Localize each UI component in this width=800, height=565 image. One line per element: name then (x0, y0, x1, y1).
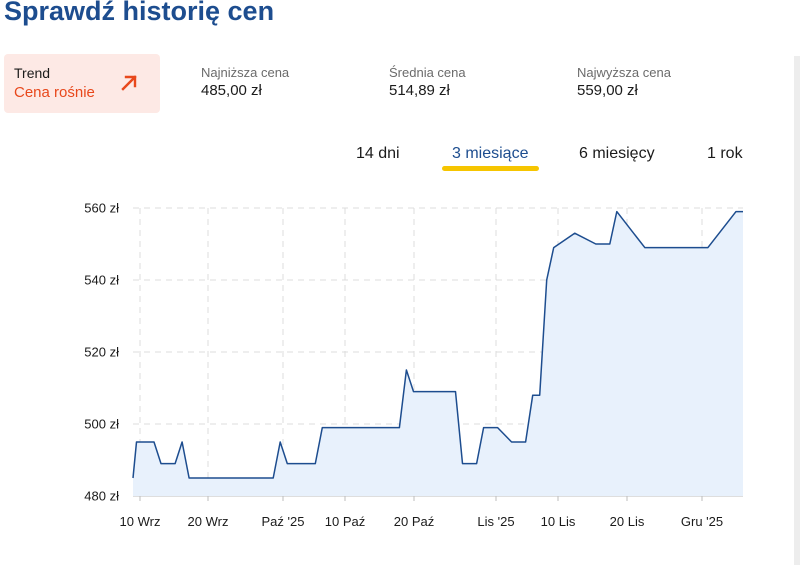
x-tick-label: Lis '25 (477, 514, 514, 529)
stat-average-label: Średnia cena (389, 65, 466, 80)
stat-average-price: Średnia cena 514,89 zł (389, 65, 466, 99)
price-line (132, 210, 743, 479)
y-tick-label: 560 zł (84, 201, 119, 216)
trend-label: Trend (14, 65, 51, 81)
tab-3-months[interactable]: 3 miesiące (452, 145, 529, 162)
x-tick-label: 20 Lis (610, 514, 645, 529)
tab-1-year[interactable]: 1 rok (707, 145, 743, 162)
y-tick-label: 540 zł (84, 273, 119, 288)
price-area-fill (133, 211, 743, 496)
y-tick-label: 480 zł (84, 489, 119, 504)
active-tab-indicator (442, 166, 539, 171)
tab-14-days[interactable]: 14 dni (356, 145, 400, 162)
x-tick-label: 10 Paź (325, 514, 365, 529)
page-title: Sprawdź historię cen (4, 0, 275, 26)
y-tick-label: 520 zł (84, 345, 119, 360)
arrow-up-right-icon (121, 75, 137, 91)
y-tick-label: 500 zł (84, 417, 119, 432)
x-tick-label: 10 Wrz (120, 514, 161, 529)
trend-card: Trend Cena rośnie (4, 54, 160, 113)
x-tick-label: Paź '25 (262, 514, 305, 529)
stat-lowest-label: Najniższa cena (201, 65, 290, 80)
x-tick-label: 20 Paź (394, 514, 434, 529)
x-tick-label: 20 Wrz (188, 514, 229, 529)
stat-highest-price: Najwyższa cena 559,00 zł (577, 65, 671, 99)
trend-value: Cena rośnie (14, 84, 95, 101)
x-tick-label: 10 Lis (541, 514, 576, 529)
x-tick-label: Gru '25 (681, 514, 723, 529)
stat-highest-label: Najwyższa cena (577, 65, 671, 80)
stat-highest-value: 559,00 zł (577, 82, 638, 99)
stat-lowest-price: Najniższa cena 485,00 zł (201, 65, 289, 99)
stat-average-value: 514,89 zł (389, 82, 450, 99)
stat-lowest-value: 485,00 zł (201, 82, 262, 99)
tab-6-months[interactable]: 6 miesięcy (579, 145, 655, 162)
scrollbar[interactable] (794, 56, 800, 565)
